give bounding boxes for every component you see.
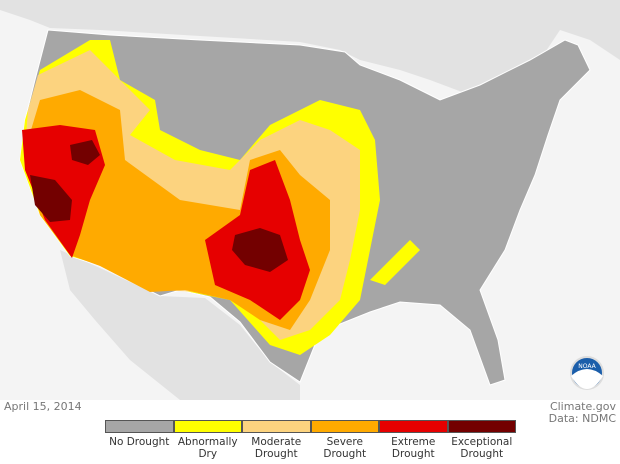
drought-area bbox=[232, 228, 288, 272]
date: April 15, 2014 bbox=[4, 400, 82, 413]
credit: Climate.gov bbox=[549, 400, 616, 413]
noaa-logo-text: NOAA bbox=[578, 363, 596, 370]
drought-area bbox=[30, 175, 72, 222]
source: Data: NDMC bbox=[548, 412, 616, 425]
legend: No Drought Abnormally Dry Moderate Drought… bbox=[105, 420, 516, 460]
legend-label: Moderate Drought bbox=[251, 436, 302, 460]
legend-label: Exceptional Drought bbox=[451, 436, 513, 460]
legend-item: Exceptional Drought bbox=[447, 420, 516, 460]
legend-item: Extreme Drought bbox=[379, 420, 448, 460]
legend-item: No Drought bbox=[105, 420, 174, 460]
legend-label: Severe Drought bbox=[323, 436, 367, 460]
legend-label: No Drought bbox=[109, 436, 170, 448]
noaa-logo-wave bbox=[571, 369, 603, 389]
legend-swatch bbox=[105, 420, 174, 433]
legend-swatch bbox=[242, 420, 311, 433]
drought-map: NOAA bbox=[0, 0, 620, 400]
legend-label: Extreme Drought bbox=[391, 436, 436, 460]
drought-area bbox=[70, 140, 100, 165]
legend-label: Abnormally Dry bbox=[177, 436, 238, 460]
drought-area bbox=[370, 240, 420, 285]
canada bbox=[0, 0, 620, 95]
legend-item: Severe Drought bbox=[310, 420, 379, 460]
legend-swatch bbox=[379, 420, 448, 433]
legend-swatch bbox=[447, 420, 516, 433]
mexico bbox=[60, 250, 300, 400]
legend-item: Moderate Drought bbox=[242, 420, 311, 460]
legend-item: Abnormally Dry bbox=[173, 420, 242, 460]
legend-swatch bbox=[310, 420, 379, 433]
legend-swatch bbox=[173, 420, 242, 433]
